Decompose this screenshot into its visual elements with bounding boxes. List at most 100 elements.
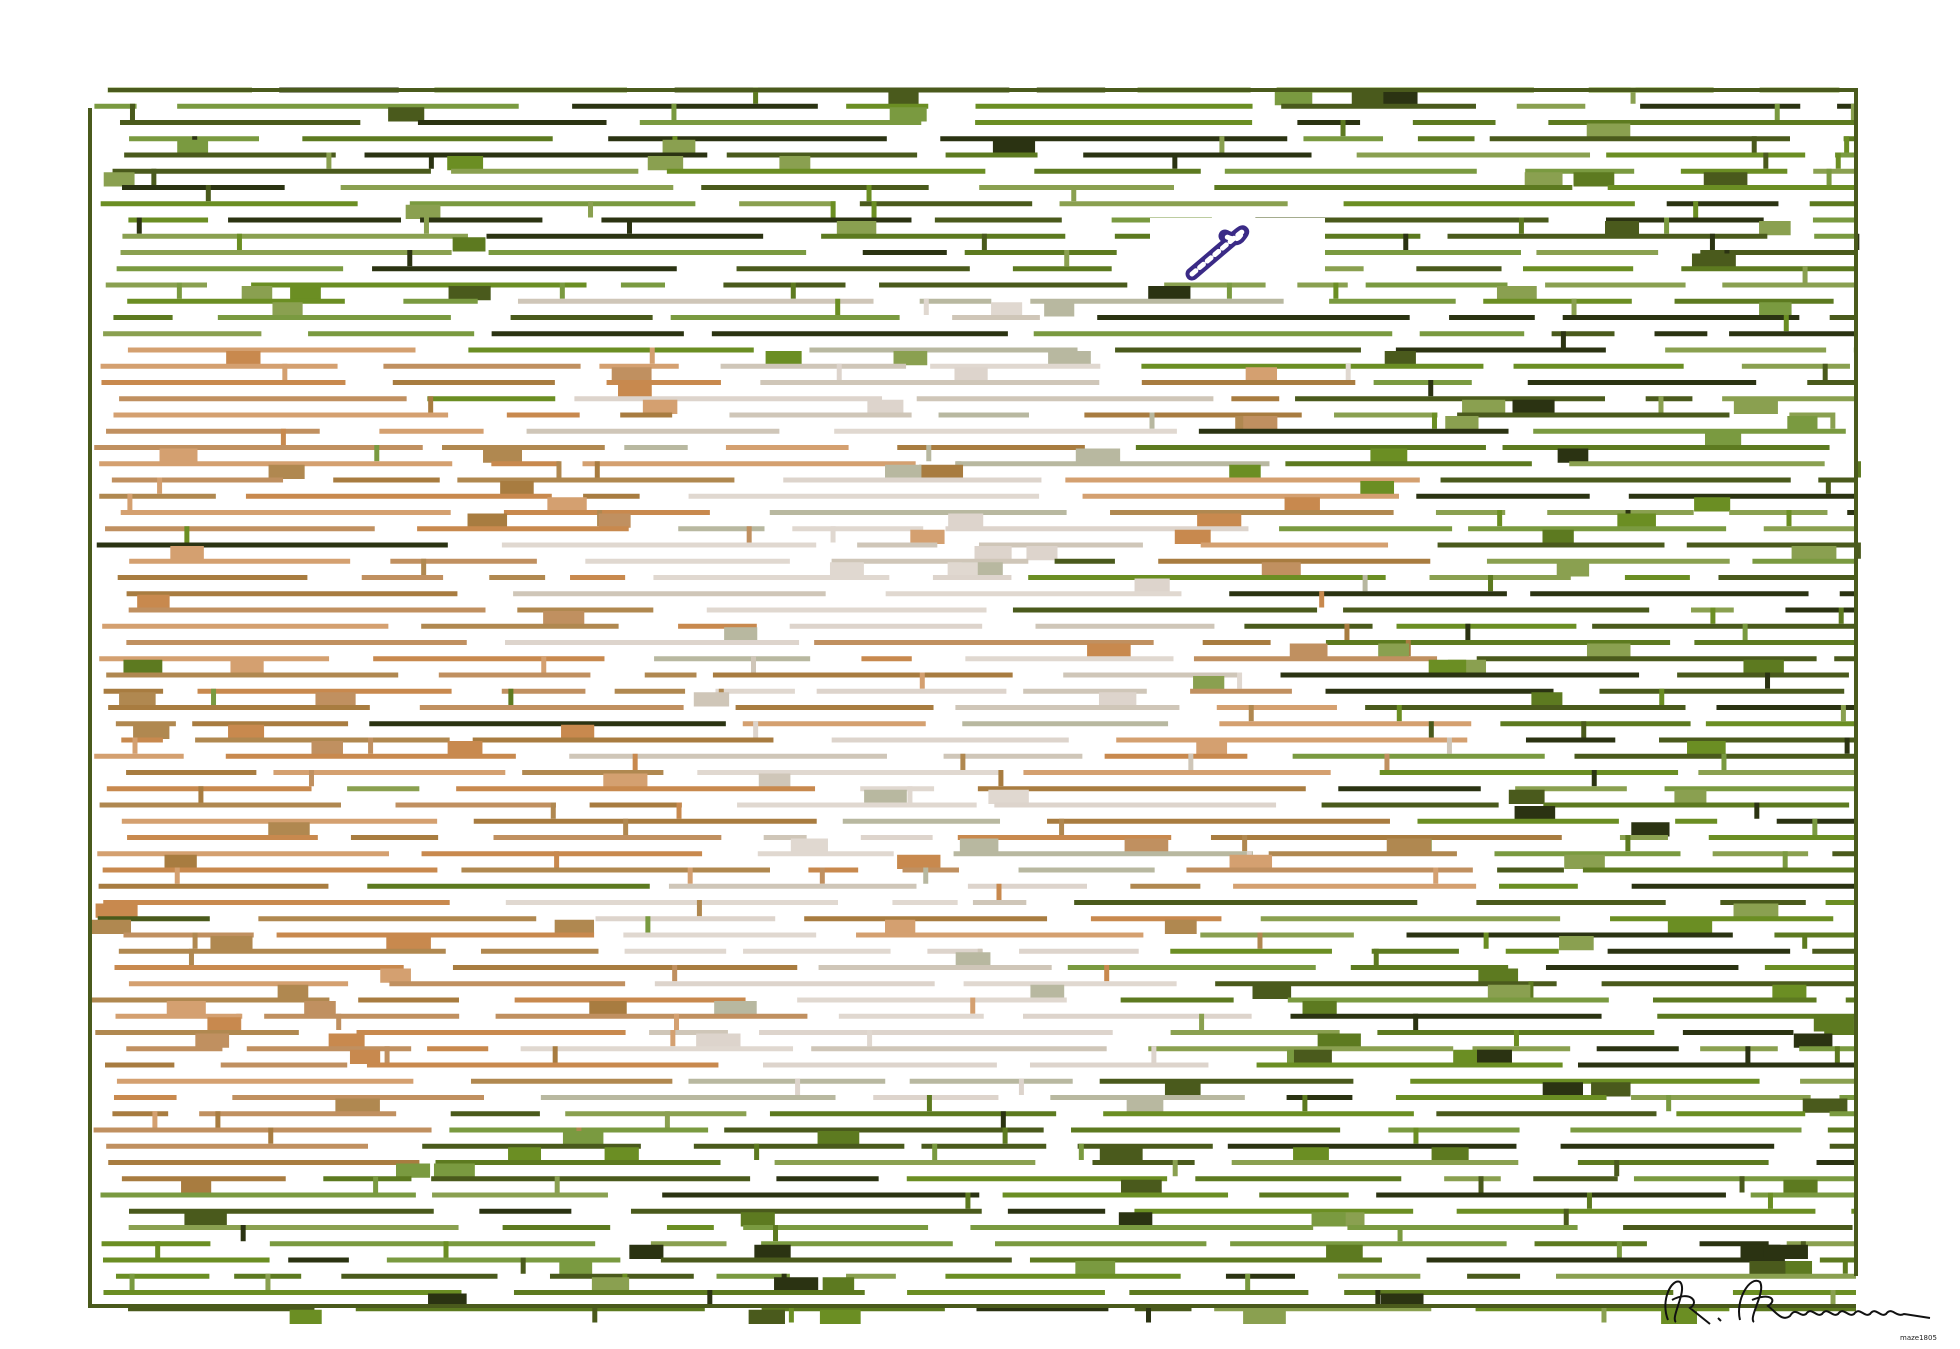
wall — [1548, 120, 1856, 125]
maze-border — [88, 88, 1858, 1308]
wall — [1449, 315, 1535, 320]
wall — [228, 217, 402, 223]
wall — [569, 753, 887, 759]
wall — [486, 233, 764, 239]
wall-post — [198, 786, 204, 803]
wall — [395, 802, 556, 808]
dead-end — [289, 1309, 322, 1324]
wall — [505, 900, 839, 905]
dead-end — [836, 221, 877, 236]
wall — [1789, 412, 1832, 418]
wall — [456, 786, 816, 792]
wall-post — [1513, 1030, 1519, 1047]
wall — [1829, 1143, 1856, 1149]
wall — [945, 526, 1249, 532]
dead-end — [1496, 286, 1537, 301]
dead-end — [591, 1277, 630, 1292]
wall — [1050, 1095, 1245, 1100]
wall-post — [1344, 623, 1350, 640]
wall — [1034, 168, 1201, 174]
wall-post — [588, 201, 594, 218]
wall — [906, 1176, 1168, 1182]
wall-post — [664, 1111, 670, 1128]
dead-end — [226, 351, 261, 366]
wall — [1534, 1241, 1647, 1247]
dead-end — [433, 1163, 475, 1178]
dead-end — [103, 172, 135, 187]
dead-end — [90, 919, 132, 934]
wall — [737, 802, 977, 808]
wall — [857, 542, 938, 548]
wall-post — [923, 867, 929, 884]
wall-post — [1428, 380, 1434, 397]
wall — [419, 705, 684, 710]
wall-post — [1446, 737, 1452, 754]
wall — [1582, 867, 1856, 873]
wall — [940, 136, 1288, 142]
wall — [108, 705, 370, 710]
dead-end — [543, 611, 585, 626]
wall — [1570, 1127, 1802, 1133]
wall-post — [129, 103, 135, 120]
wall-post — [1754, 802, 1760, 819]
wall — [1607, 185, 1856, 190]
wall-post — [1242, 835, 1248, 852]
wall — [1325, 688, 1554, 694]
dead-end — [1687, 741, 1726, 756]
wall — [1834, 656, 1856, 662]
wall — [1134, 1306, 1192, 1312]
wall — [1082, 493, 1399, 499]
dead-end — [696, 1033, 741, 1048]
wall — [1395, 1095, 1607, 1100]
wall — [1700, 250, 1856, 255]
wall — [1059, 201, 1288, 207]
dead-end — [159, 448, 198, 463]
wall — [1654, 331, 1708, 337]
wall — [846, 1273, 896, 1279]
wall — [1365, 282, 1508, 288]
wall-post — [623, 818, 629, 835]
wall — [1686, 542, 1856, 548]
wall — [1657, 1013, 1856, 1019]
wall — [761, 1241, 953, 1247]
wall — [1545, 965, 1739, 970]
wall — [1344, 1290, 1674, 1295]
wall — [488, 250, 807, 255]
wall — [1388, 1127, 1520, 1133]
wall — [967, 883, 1087, 889]
wall — [245, 493, 552, 499]
wall-post — [1059, 818, 1065, 835]
wall-post — [1302, 1095, 1308, 1112]
dead-end — [1691, 253, 1736, 268]
dead-end — [867, 399, 904, 414]
wall — [1799, 1046, 1856, 1052]
wall — [1303, 136, 1384, 142]
wall — [1829, 315, 1856, 320]
wall — [834, 428, 1177, 434]
wall — [1419, 331, 1525, 337]
wall — [308, 331, 475, 337]
wall — [1440, 477, 1791, 483]
dead-end — [268, 822, 310, 837]
dead-end — [611, 367, 652, 382]
dead-end — [207, 1017, 241, 1032]
wall — [288, 1257, 349, 1263]
wall-post — [674, 1013, 680, 1030]
wall — [776, 1176, 879, 1182]
wall — [572, 103, 818, 109]
wall — [1610, 916, 1834, 922]
wall — [1560, 1143, 1775, 1149]
wall — [902, 867, 959, 873]
dead-end — [1591, 1082, 1631, 1097]
dead-end — [1791, 546, 1837, 561]
wall — [116, 1078, 414, 1084]
wall — [1825, 900, 1856, 905]
wall-post — [998, 770, 1004, 787]
dead-end — [1087, 643, 1131, 658]
dead-end — [864, 789, 907, 804]
wall — [127, 298, 345, 304]
wall — [1533, 1176, 1618, 1182]
wall — [1619, 835, 1668, 840]
wall-post — [176, 282, 182, 299]
